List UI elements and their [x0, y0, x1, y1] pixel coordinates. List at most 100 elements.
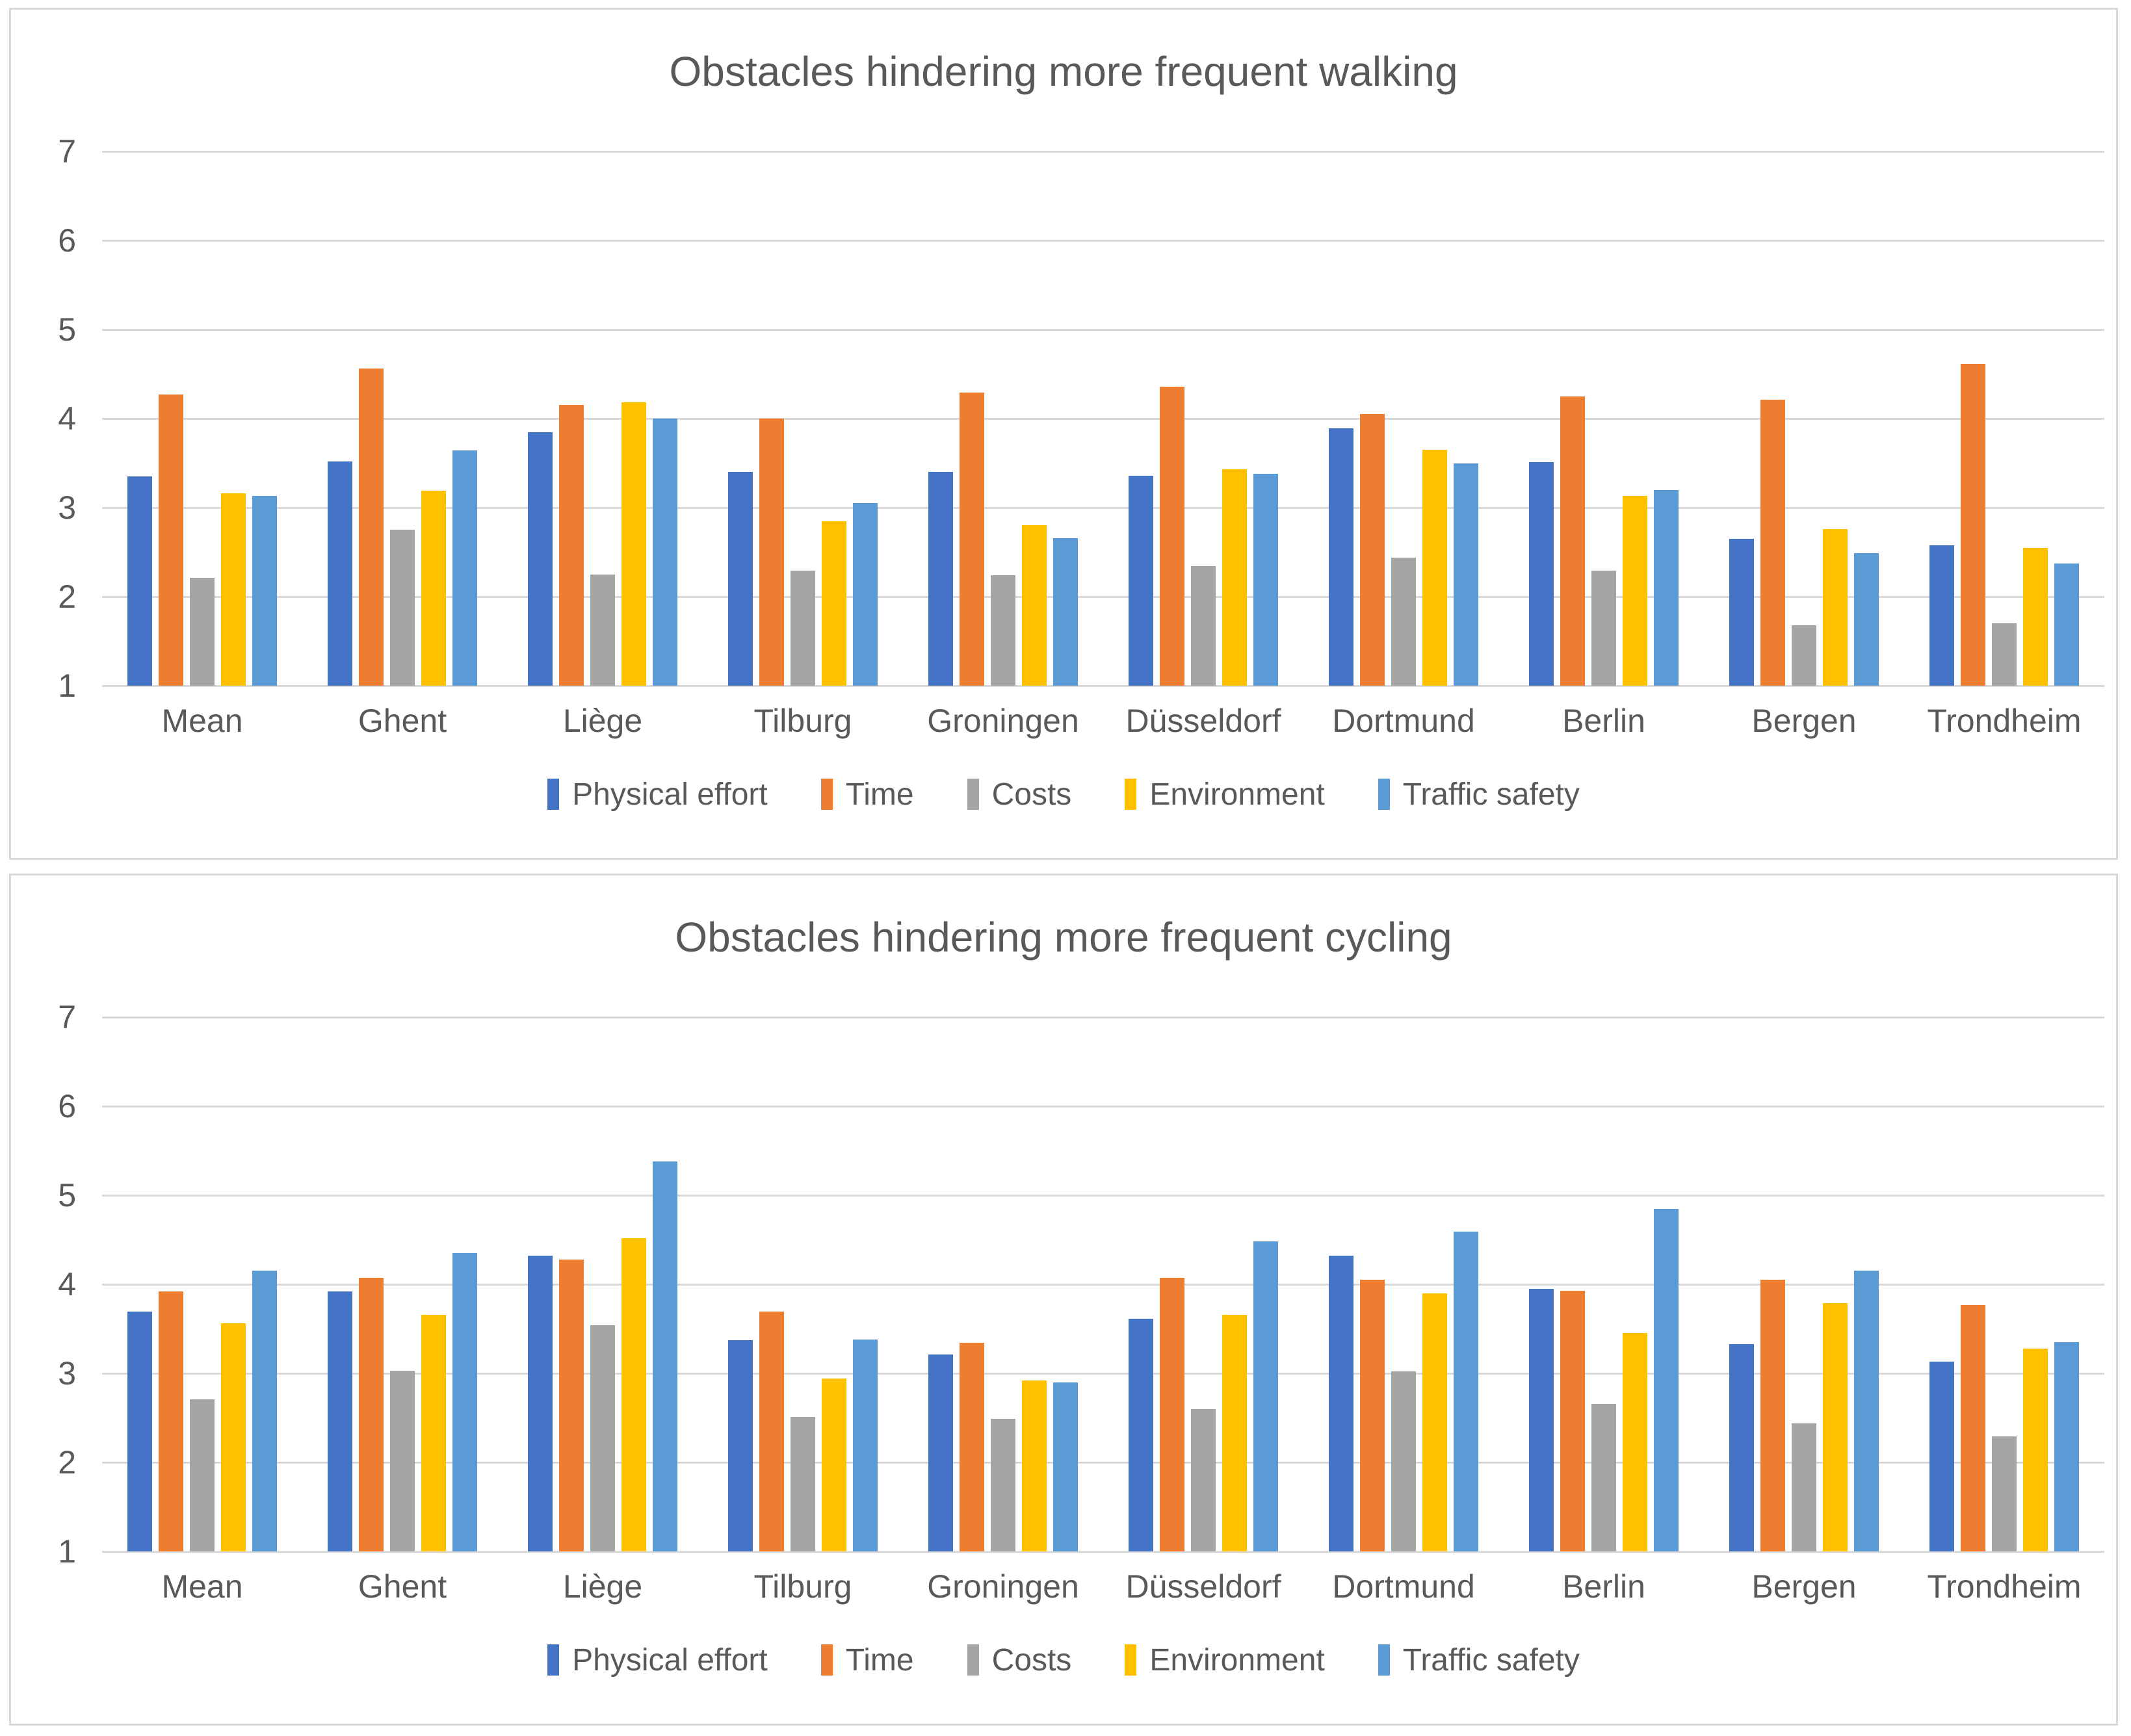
- bar-costs: [791, 1417, 815, 1551]
- legend-item-time: Time: [820, 777, 914, 812]
- bar-costs: [791, 571, 815, 686]
- bar-traffic-safety: [853, 1339, 878, 1551]
- bar-costs: [1191, 1408, 1216, 1551]
- bar-environment: [221, 1323, 246, 1551]
- bar-physical-effort: [127, 1312, 152, 1551]
- gridline-4: [102, 417, 2104, 420]
- category-group-mean: [102, 151, 302, 686]
- bar-environment: [1623, 1333, 1647, 1551]
- bar-physical-effort: [1529, 462, 1554, 686]
- legend-swatch-icon: [1125, 1644, 1137, 1676]
- bar-environment: [221, 493, 246, 686]
- legend-swatch-icon: [547, 779, 560, 810]
- x-axis-label-trondheim: Trondheim: [1927, 703, 2082, 739]
- bar-time: [1760, 400, 1785, 686]
- bar-environment: [2023, 547, 2048, 686]
- bar-traffic-safety: [1253, 473, 1278, 686]
- bar-traffic-safety: [653, 1161, 677, 1551]
- y-tick-label-7: 7: [58, 133, 76, 170]
- bar-traffic-safety: [1253, 1241, 1278, 1551]
- x-axis-label-liège: Liège: [562, 1568, 643, 1605]
- bar-costs: [1992, 1436, 2017, 1551]
- x-axis-label-berlin: Berlin: [1562, 1568, 1645, 1605]
- bar-costs: [190, 578, 215, 686]
- legend-item-costs: Costs: [967, 777, 1071, 812]
- legend-item-traffic-safety: Traffic safety: [1378, 1642, 1580, 1678]
- bar-time: [1160, 1278, 1184, 1551]
- gridline-6: [102, 239, 2104, 242]
- y-tick-label-7: 7: [58, 999, 76, 1035]
- bar-time: [1560, 1290, 1585, 1551]
- y-tick-label-5: 5: [58, 311, 76, 348]
- bar-physical-effort: [1329, 428, 1353, 686]
- category-group-groningen: [903, 1017, 1103, 1551]
- bar-environment: [621, 1237, 646, 1551]
- bar-physical-effort: [1929, 545, 1954, 686]
- y-tick-label-1: 1: [58, 667, 76, 704]
- x-axis-label-dortmund: Dortmund: [1332, 703, 1475, 739]
- bar-physical-effort: [1129, 1319, 1153, 1551]
- legend-label: Environment: [1149, 777, 1325, 812]
- x-axis-label-mean: Mean: [161, 1568, 243, 1605]
- cycling-y-axis: 7 6 5 4 3 2 1: [11, 1000, 76, 1568]
- bar-time: [359, 369, 384, 686]
- walking-x-axis-labels: Mean Ghent Liège Tilburg Groningen Düsseldorf…: [102, 700, 2104, 742]
- bar-physical-effort: [528, 432, 553, 686]
- category-group-trondheim: [1904, 151, 2104, 686]
- gridline-5: [102, 328, 2104, 331]
- y-tick-label-1: 1: [58, 1533, 76, 1570]
- bar-environment: [822, 521, 846, 686]
- legend-label: Environment: [1149, 1642, 1325, 1678]
- legend-swatch-icon: [820, 779, 833, 810]
- bar-time: [1760, 1280, 1785, 1551]
- y-tick-label-3: 3: [58, 1355, 76, 1392]
- x-axis-label-liège: Liège: [562, 703, 643, 739]
- bar-traffic-safety: [1654, 1208, 1679, 1551]
- legend-label: Traffic safety: [1402, 1642, 1580, 1678]
- x-axis-label-düsseldorf: Düsseldorf: [1125, 703, 1281, 739]
- y-tick-label-6: 6: [58, 222, 76, 259]
- legend-item-costs: Costs: [967, 1642, 1071, 1678]
- bar-traffic-safety: [452, 1253, 477, 1551]
- cycling-bars: [102, 1017, 2104, 1551]
- cycling-chart-title: Obstacles hindering more frequent cyclin…: [675, 914, 1452, 961]
- bar-physical-effort: [928, 1354, 953, 1551]
- bar-time: [159, 1291, 183, 1551]
- bar-environment: [2023, 1348, 2048, 1551]
- legend-swatch-icon: [1378, 1644, 1390, 1676]
- legend-item-traffic-safety: Traffic safety: [1378, 777, 1580, 812]
- y-tick-label-6: 6: [58, 1088, 76, 1124]
- gridline-5: [102, 1194, 2104, 1197]
- category-group-trondheim: [1904, 1017, 2104, 1551]
- bar-physical-effort: [728, 472, 753, 686]
- bar-physical-effort: [1529, 1288, 1554, 1551]
- walking-chart-panel: Obstacles hindering more frequent walkin…: [9, 8, 2118, 860]
- bar-traffic-safety: [252, 496, 277, 686]
- gridline-7: [102, 1016, 2104, 1018]
- bar-environment: [1022, 1380, 1047, 1551]
- legend-swatch-icon: [967, 1644, 979, 1676]
- bar-traffic-safety: [2054, 1342, 2079, 1551]
- bar-environment: [421, 1314, 446, 1551]
- bar-time: [759, 1312, 784, 1551]
- category-group-liège: [503, 151, 703, 686]
- bar-environment: [1222, 469, 1247, 686]
- bar-traffic-safety: [1454, 463, 1478, 686]
- gridline-4: [102, 1283, 2104, 1286]
- gridline-3: [102, 1372, 2104, 1375]
- bar-costs: [1992, 623, 2017, 686]
- bar-environment: [1623, 496, 1647, 686]
- x-axis-label-düsseldorf: Düsseldorf: [1125, 1568, 1281, 1605]
- category-group-bergen: [1704, 1017, 1904, 1551]
- walking-plot-area: [102, 150, 2104, 687]
- legend-item-environment: Environment: [1125, 777, 1325, 812]
- cycling-plot-area: [102, 1016, 2104, 1553]
- bar-environment: [1022, 525, 1047, 686]
- walking-bars: [102, 151, 2104, 686]
- bar-time: [960, 1343, 984, 1551]
- bar-traffic-safety: [1053, 538, 1078, 686]
- category-group-liège: [503, 1017, 703, 1551]
- cycling-chart-panel: Obstacles hindering more frequent cyclin…: [9, 874, 2118, 1726]
- bar-costs: [1591, 1403, 1616, 1551]
- bar-time: [159, 395, 183, 686]
